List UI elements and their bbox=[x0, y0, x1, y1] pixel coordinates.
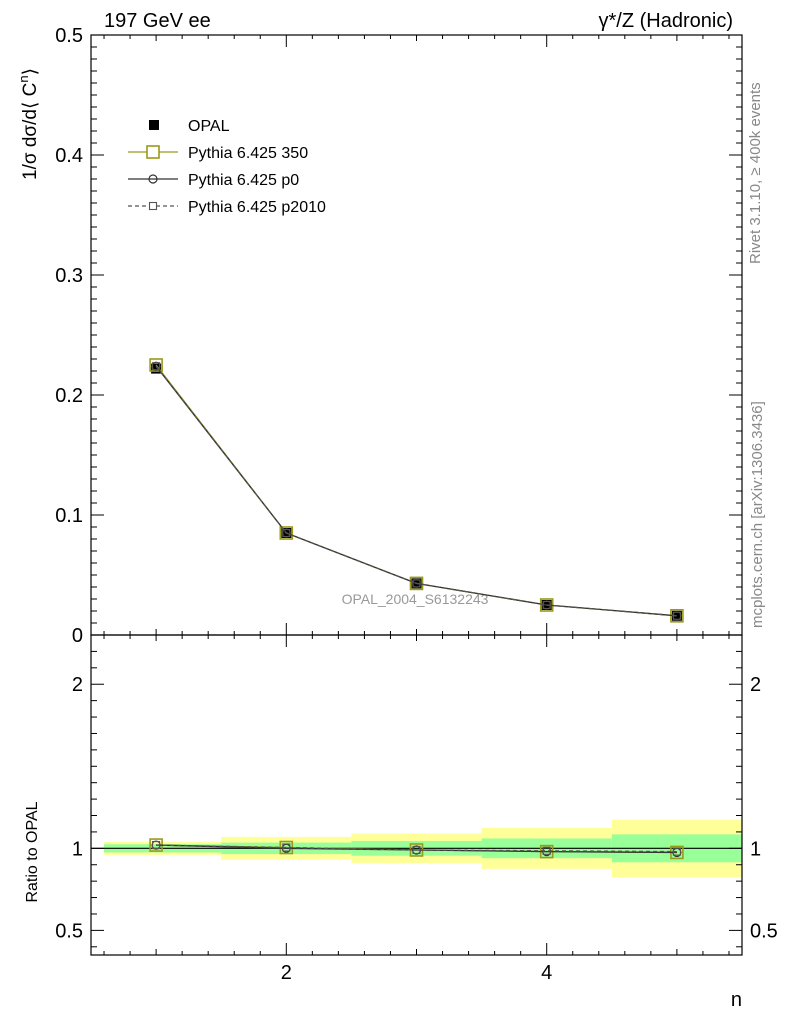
main-y-tick-label-0.5: 0.5 bbox=[55, 25, 83, 47]
ratio-y-tick-label-left-1: 1 bbox=[72, 838, 83, 860]
legend-p2010-marker bbox=[148, 201, 158, 211]
legend-label-1: OPAL bbox=[188, 118, 230, 135]
ratio-p2010-marker-4 bbox=[542, 846, 551, 855]
pythia-p2010-marker-3 bbox=[412, 579, 421, 588]
ratio-y-tick-label-right-1: 1 bbox=[750, 838, 761, 860]
ratio-p2010-marker-5 bbox=[672, 847, 681, 856]
pythia-350-marker-2 bbox=[279, 526, 294, 540]
pythia-p2010-marker-1 bbox=[152, 362, 161, 371]
ratio-y-axis-label: Ratio to OPAL bbox=[24, 801, 41, 902]
right-title: γ*/Z (Hadronic) bbox=[599, 10, 733, 32]
x-axis-label: n bbox=[731, 989, 742, 1011]
main-y-axis-label-text: 1/σ dσ/d⟨ C bbox=[20, 83, 41, 180]
legend-label-3: Pythia 6.425 p0 bbox=[188, 172, 299, 189]
pythia-p2010-marker-5 bbox=[672, 611, 681, 620]
ratio-y-tick-label-right-0.5: 0.5 bbox=[750, 920, 778, 942]
main-y-tick-label-0: 0 bbox=[72, 625, 83, 647]
ratio-y-tick-label-left-2: 2 bbox=[72, 674, 83, 696]
series-line-4 bbox=[155, 365, 677, 617]
pythia-350-marker-3 bbox=[409, 576, 424, 591]
ratio-p2010-marker-1 bbox=[152, 841, 161, 850]
x-tick-label-2: 2 bbox=[281, 962, 292, 984]
axes-and-ticks: 2 4 0 0.1 0.2 0.3 0.4 0.5 0.5 0.5 1 1 2 2 bbox=[55, 25, 778, 984]
legend: OPAL Pythia 6.425 350 Pythia 6.425 p0 Pythi… bbox=[128, 118, 326, 216]
main-y-axis-label: 1/σ dσ/d⟨ Cn⟩ bbox=[16, 68, 41, 180]
rivet-label: Rivet 3.1.10, ≥ 400k events bbox=[747, 82, 764, 264]
opal-data-point-1 bbox=[151, 363, 162, 374]
series-line-3 bbox=[155, 365, 677, 617]
ratio-panel-series bbox=[149, 838, 684, 860]
main-panel-series bbox=[149, 358, 684, 623]
pythia-p2010-marker-2 bbox=[282, 528, 291, 538]
analysis-watermark: OPAL_2004_S6132243 bbox=[342, 591, 489, 607]
legend-p0-marker bbox=[148, 174, 158, 184]
pythia-350-marker-1 bbox=[149, 358, 163, 372]
left-title: 197 GeV ee bbox=[104, 10, 211, 32]
main-y-tick-label-0.3: 0.3 bbox=[55, 265, 83, 287]
ratio-y-tick-label-right-2: 2 bbox=[750, 674, 761, 696]
legend-opal-marker bbox=[149, 120, 159, 130]
ratio-y-tick-label-left-0.5: 0.5 bbox=[55, 920, 83, 942]
main-y-tick-label-0.2: 0.2 bbox=[55, 385, 83, 407]
main-y-tick-label-0.1: 0.1 bbox=[55, 505, 83, 527]
ratio-panel-bands bbox=[91, 819, 742, 878]
legend-label-4: Pythia 6.425 p2010 bbox=[188, 199, 326, 216]
main-y-axis-label-close: ⟩ bbox=[20, 68, 41, 75]
ratio-series-line-3 bbox=[156, 844, 677, 853]
pythia-p2010-marker-4 bbox=[542, 600, 551, 610]
legend-label-2: Pythia 6.425 350 bbox=[188, 145, 308, 162]
main-y-axis-label-sup: n bbox=[16, 75, 31, 82]
ratio-p2010-marker-3 bbox=[412, 845, 421, 855]
x-tick-label-4: 4 bbox=[541, 962, 552, 984]
ratio-panel-frame bbox=[90, 634, 743, 956]
main-y-tick-label-0.4: 0.4 bbox=[55, 145, 83, 167]
legend-350-marker bbox=[146, 145, 160, 159]
mcplots-label: mcplots.cern.ch [arXiv:1306.3436] bbox=[749, 401, 766, 628]
ratio-p2010-marker-2 bbox=[282, 843, 291, 852]
